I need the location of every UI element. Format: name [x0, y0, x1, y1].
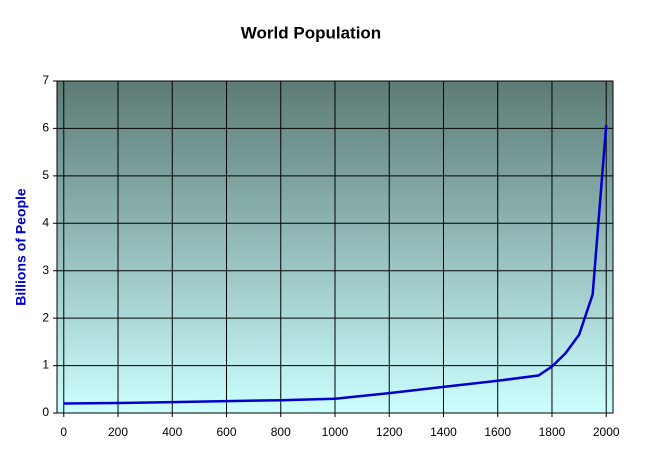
- y-tick-label: 2: [42, 310, 49, 324]
- x-tick-label: 1600: [484, 425, 511, 439]
- x-tick-label: 1200: [376, 425, 403, 439]
- x-tick-label: 2000: [593, 425, 620, 439]
- x-tick-label: 400: [162, 425, 182, 439]
- x-tick-label: 1000: [322, 425, 349, 439]
- y-tick-label: 4: [42, 215, 49, 229]
- x-tick-label: 200: [108, 425, 128, 439]
- plot-border: [56, 80, 614, 414]
- x-tick-label: 800: [271, 425, 291, 439]
- x-tick-label: 600: [216, 425, 236, 439]
- y-tick-label: 7: [42, 73, 49, 87]
- chart-title: World Population: [241, 23, 381, 42]
- y-axis-label: Billions of People: [13, 188, 29, 306]
- y-tick-label: 5: [42, 168, 49, 182]
- x-tick-label: 1400: [430, 425, 457, 439]
- y-tick-label: 0: [42, 405, 49, 419]
- y-tick-label: 3: [42, 263, 49, 277]
- y-tick-label: 6: [42, 121, 49, 135]
- x-tick-label: 0: [60, 425, 67, 439]
- y-tick-label: 1: [42, 358, 49, 372]
- x-tick-label: 1800: [539, 425, 566, 439]
- data-line: [63, 125, 608, 405]
